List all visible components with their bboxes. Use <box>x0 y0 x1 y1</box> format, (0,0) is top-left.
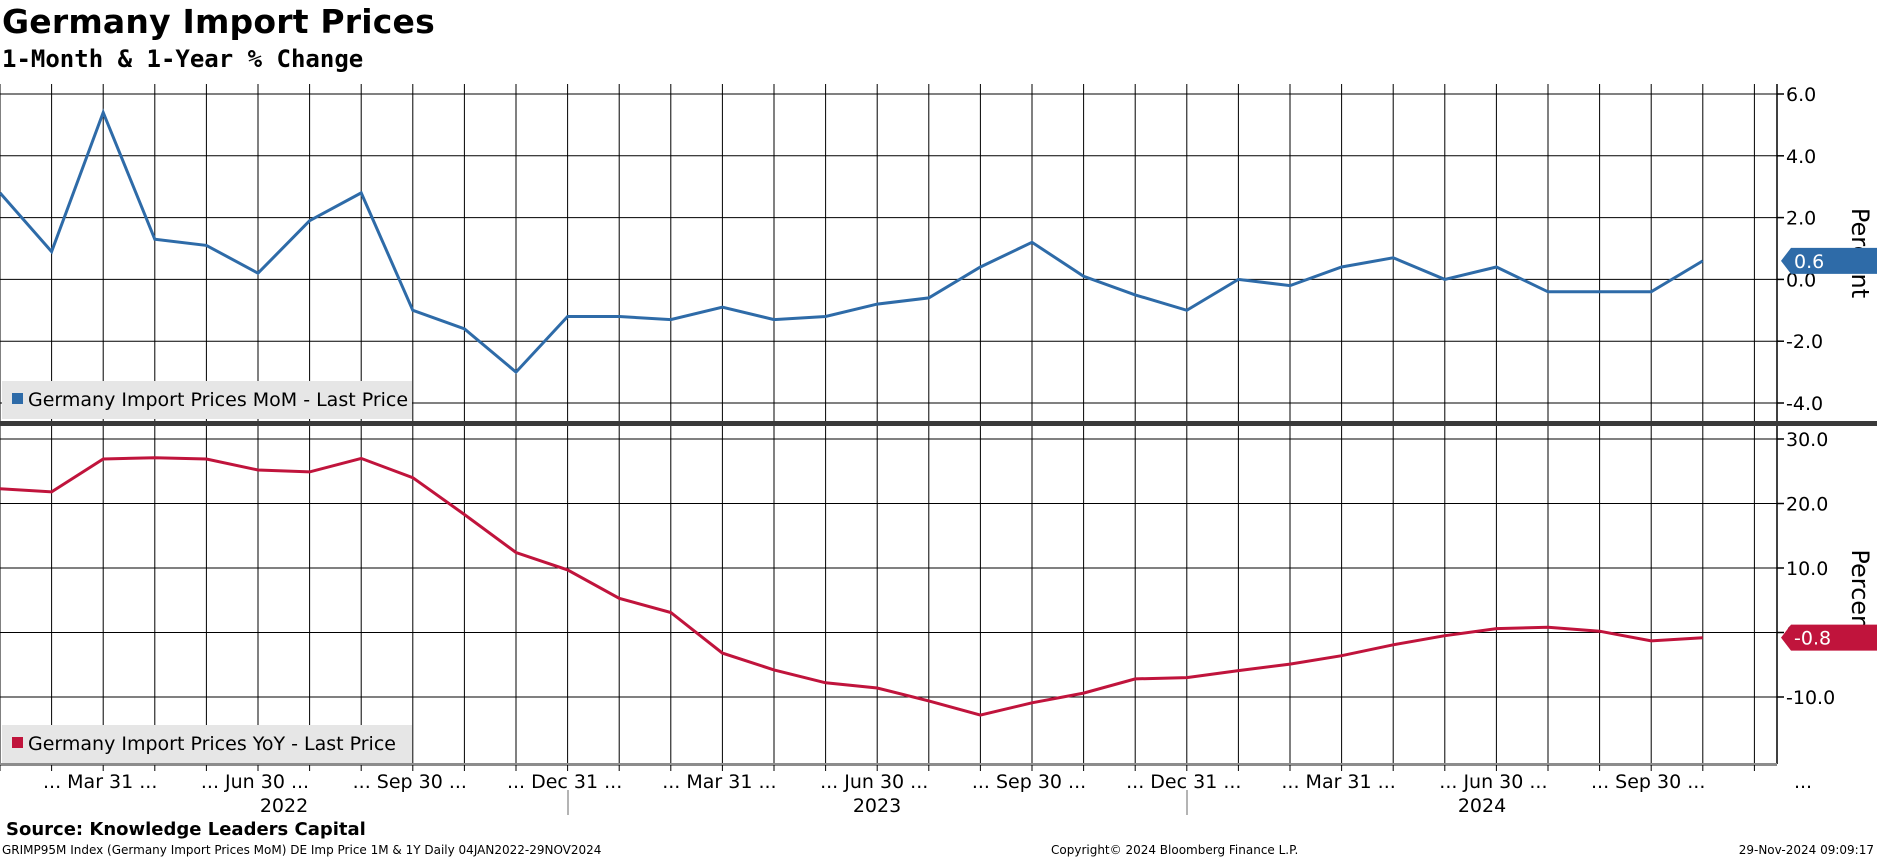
last-value-tag-bg <box>1781 247 1877 274</box>
legend-layer: Germany Import Prices MoM - Last Price Ge… <box>2 381 412 763</box>
legend-mom: Germany Import Prices MoM - Last Price <box>2 381 412 419</box>
last-value-tag-bg <box>1781 624 1877 651</box>
y-tick-label: 0.0 <box>1786 269 1816 291</box>
x-tick-label: ... Sep 30 ... <box>353 771 467 793</box>
y-tick-label: -2.0 <box>1786 331 1823 353</box>
chart-title: Germany Import Prices <box>2 2 435 41</box>
x-tick-label: ... Mar 31 ... <box>1281 771 1395 793</box>
last-value-text: -0.8 <box>1794 628 1831 650</box>
x-axis: ... Mar 31 ... ... Jun 30 ... ... Sep 30 .… <box>0 765 1812 817</box>
series-line-yoy <box>0 456 1703 717</box>
x-tick-label: ... Jun 30 ... <box>201 771 309 793</box>
panel-divider <box>0 421 1877 426</box>
x-tick-label: ... Mar 31 ... <box>43 771 157 793</box>
legend-box <box>2 381 412 419</box>
y-tick-label: 10.0 <box>1786 558 1828 580</box>
x-year-label: 2022 <box>260 795 308 817</box>
y-tick-label: 30.0 <box>1786 429 1828 451</box>
last-value-tag: 0.6 <box>1781 247 1877 274</box>
footer-copyright: Copyright© 2024 Bloomberg Finance L.P. <box>1051 843 1299 857</box>
x-tick-label: ... <box>1794 771 1812 793</box>
y-axis-title: Percent <box>1846 549 1874 639</box>
y-tick-label: 20.0 <box>1786 494 1828 516</box>
x-tick-label: ... Jun 30 ... <box>820 771 928 793</box>
legend-label: Germany Import Prices MoM - Last Price <box>28 389 408 411</box>
top-panel-grid <box>0 84 1777 422</box>
legend-box <box>2 725 412 763</box>
x-tick-label: ... Dec 31 ... <box>1126 771 1241 793</box>
series-line-mom <box>0 108 1704 375</box>
legend-swatch <box>12 393 23 404</box>
x-tick-label: ... Mar 31 ... <box>662 771 776 793</box>
legend-swatch <box>12 737 23 748</box>
x-year-label: 2024 <box>1458 795 1506 817</box>
x-axis-baseline <box>0 763 1777 766</box>
last-value-tag: -0.8 <box>1781 624 1877 651</box>
footer-timestamp: 29-Nov-2024 09:09:17 <box>1738 843 1874 857</box>
x-tick-label: ... Jun 30 ... <box>1439 771 1547 793</box>
last-value-text: 0.6 <box>1794 251 1824 273</box>
legend-yoy: Germany Import Prices YoY - Last Price <box>2 725 412 763</box>
x-tick-label: ... Sep 30 ... <box>1591 771 1705 793</box>
y-tick-label: 4.0 <box>1786 146 1816 168</box>
chart-subtitle: 1-Month & 1-Year % Change <box>2 45 364 73</box>
x-year-label: 2023 <box>853 795 901 817</box>
x-tick-label: ... Sep 30 ... <box>972 771 1086 793</box>
series-layer <box>0 108 1704 717</box>
axis-layer: 6.0 4.0 2.0 0.0 -2.0 -4.0 Percent 0.6 30.0 20.0 10… <box>1777 84 1877 709</box>
x-tick-label: ... Dec 31 ... <box>507 771 622 793</box>
y-tick-label: 6.0 <box>1786 84 1816 106</box>
y-tick-label: -4.0 <box>1786 393 1823 415</box>
footer-index-info: GRIMP95M Index (Germany Import Prices Mo… <box>2 843 602 857</box>
legend-label: Germany Import Prices YoY - Last Price <box>28 733 396 755</box>
panel-frames <box>0 84 1877 766</box>
bottom-panel-grid <box>0 425 1777 764</box>
y-tick-label: -10.0 <box>1786 687 1835 709</box>
source-note: Source: Knowledge Leaders Capital <box>6 819 366 840</box>
y-tick-label: 2.0 <box>1786 208 1816 230</box>
